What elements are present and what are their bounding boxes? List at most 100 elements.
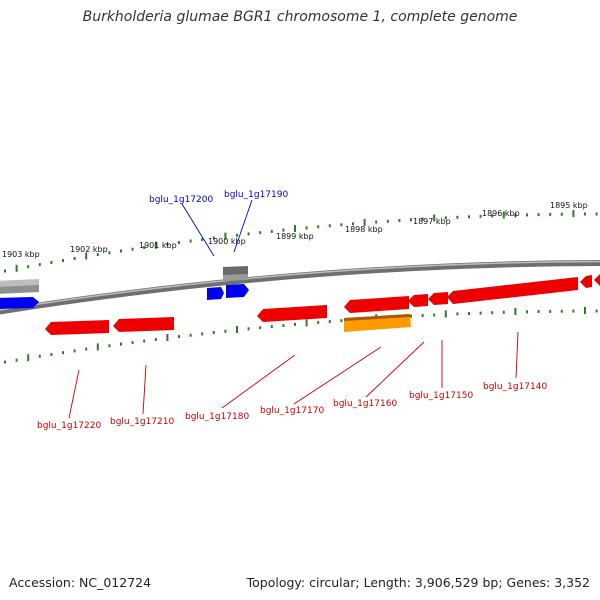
scale-minor-tick — [468, 312, 470, 315]
scale-minor-tick — [352, 222, 354, 226]
scale-minor-tick — [386, 219, 389, 223]
scale-minor-tick — [456, 215, 459, 219]
reverse-gene-arrow[interactable] — [447, 277, 578, 304]
scale-major-tick — [96, 343, 99, 351]
scale-minor-tick — [4, 269, 6, 273]
scale-minor-tick — [479, 214, 482, 218]
reverse-gene-arrow[interactable] — [113, 317, 174, 332]
reverse-gene-arrow[interactable] — [428, 292, 448, 305]
scale-minor-tick — [560, 309, 563, 313]
scale-major-tick — [444, 310, 447, 318]
scale-major-tick — [27, 354, 30, 362]
scale-minor-tick — [340, 223, 343, 227]
scale-minor-tick — [491, 311, 494, 315]
scale-minor-tick — [410, 314, 412, 318]
scale-minor-tick — [143, 246, 146, 249]
scale-minor-tick — [201, 332, 204, 336]
reverse-gene-arrow[interactable] — [408, 294, 428, 307]
scale-minor-tick — [514, 213, 517, 217]
scale-minor-tick — [259, 231, 262, 235]
scale-label: 1901 kbp — [139, 241, 177, 250]
scale-minor-tick — [433, 313, 436, 317]
scale-minor-tick — [468, 215, 470, 219]
scale-major-tick — [224, 232, 227, 240]
scale-minor-tick — [108, 344, 111, 348]
scale-minor-tick — [212, 236, 215, 240]
forward-gene-arrow[interactable] — [207, 287, 224, 300]
scale-minor-tick — [572, 309, 575, 313]
scale-minor-tick — [479, 311, 482, 315]
scale-minor-tick — [154, 338, 157, 341]
scale-minor-tick — [120, 249, 122, 253]
gene-label[interactable]: bglu_1g17210 — [110, 417, 174, 427]
gene-label[interactable]: bglu_1g17150 — [409, 391, 473, 401]
leader-line — [293, 346, 382, 405]
scale-major-tick — [85, 252, 88, 260]
scale-minor-tick — [421, 217, 424, 221]
scale-major-tick — [15, 264, 18, 272]
scale-minor-tick — [595, 212, 598, 216]
reverse-gene-arrow[interactable] — [344, 296, 409, 313]
scale-minor-tick — [270, 229, 273, 233]
scale-label: 1897 kbp — [413, 217, 451, 226]
map-title: Burkholderia glumae BGR1 chromosome 1, c… — [82, 9, 518, 25]
scale-minor-tick — [189, 239, 192, 243]
scale-minor-tick — [73, 257, 76, 260]
scale-minor-tick — [328, 224, 331, 228]
leader-line — [181, 203, 215, 257]
scale-minor-tick — [375, 220, 378, 224]
scale-minor-tick — [4, 360, 6, 364]
scale-major-tick — [294, 225, 296, 232]
scale-minor-tick — [410, 218, 412, 222]
gene-label[interactable]: bglu_1g17200 — [149, 195, 213, 205]
scale-minor-tick — [456, 312, 459, 316]
reverse-gene-arrow[interactable] — [257, 305, 327, 322]
scale-minor-tick — [317, 321, 320, 324]
scale-major-tick — [166, 334, 169, 341]
pseudo-gene-feature[interactable] — [0, 285, 39, 294]
scale-minor-tick — [584, 212, 586, 216]
reverse-gene-arrow[interactable] — [580, 275, 592, 288]
scale-minor-tick — [131, 341, 134, 345]
scale-minor-tick — [189, 333, 192, 337]
scale-minor-tick — [549, 309, 552, 313]
scale-major-tick — [305, 319, 308, 327]
scale-minor-tick — [50, 353, 53, 356]
gene-label[interactable]: bglu_1g17220 — [37, 421, 101, 431]
forward-gene-arrow[interactable] — [226, 284, 249, 298]
leader-line — [68, 369, 80, 419]
scale-major-tick — [502, 211, 505, 219]
scale-minor-tick — [38, 354, 41, 358]
scale-minor-tick — [526, 213, 528, 217]
accession-text: Accession: NC_012724 — [9, 575, 152, 590]
reverse-gene-arrow[interactable] — [594, 273, 600, 286]
gene-label[interactable]: bglu_1g17170 — [260, 406, 324, 416]
scale-minor-tick — [340, 319, 343, 323]
scale-minor-tick — [305, 226, 308, 230]
scale-minor-tick — [560, 212, 563, 216]
scale-minor-tick — [549, 212, 552, 216]
scale-minor-tick — [166, 242, 169, 246]
scale-major-tick — [584, 307, 586, 314]
leader-line — [142, 364, 147, 415]
gene-label[interactable]: bglu_1g17180 — [185, 412, 249, 422]
gene-label[interactable]: bglu_1g17160 — [333, 399, 397, 409]
scale-major-tick — [154, 241, 157, 249]
scale-label: 1902 kbp — [70, 245, 108, 254]
scale-minor-tick — [62, 351, 64, 355]
outer-scale-ring — [4, 210, 598, 273]
scale-minor-tick — [247, 232, 250, 236]
scale-minor-tick — [143, 339, 146, 343]
scale-minor-tick — [247, 327, 250, 331]
scale-label: 1898 kbp — [345, 225, 383, 234]
highlight-gene-shadow — [344, 314, 410, 321]
gene-label[interactable]: bglu_1g17190 — [224, 190, 288, 200]
reverse-gene-arrow[interactable] — [45, 320, 109, 335]
scale-minor-tick — [595, 309, 598, 313]
scale-minor-tick — [270, 325, 273, 329]
pseudo-gene-feature[interactable] — [223, 274, 248, 281]
scale-minor-tick — [421, 314, 424, 317]
scale-major-tick — [236, 326, 238, 333]
forward-gene-arrow[interactable] — [0, 297, 39, 309]
gene-label[interactable]: bglu_1g17140 — [483, 382, 547, 392]
